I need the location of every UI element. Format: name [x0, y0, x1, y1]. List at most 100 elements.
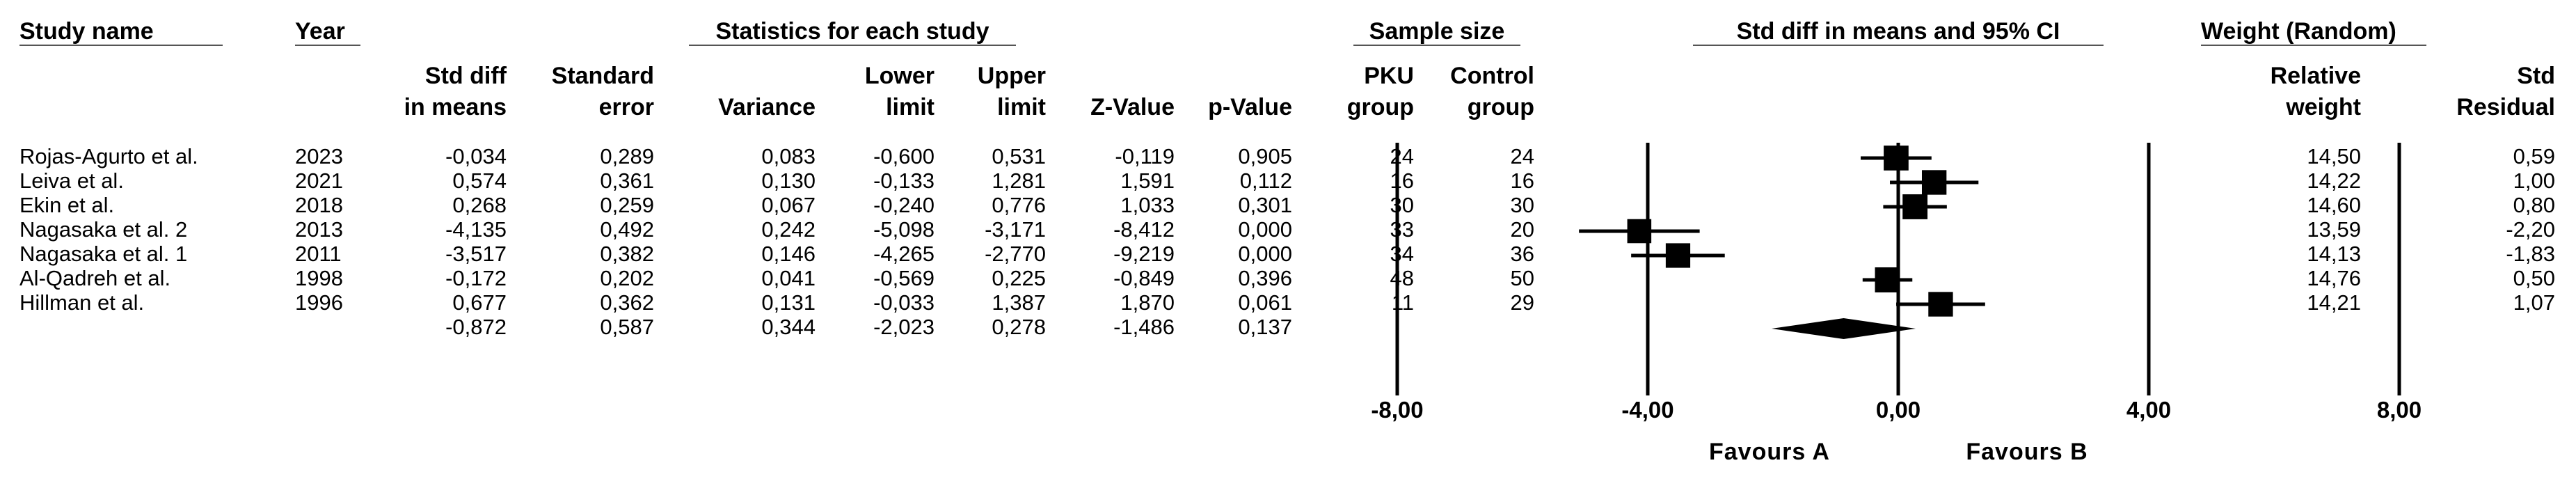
study-year: 2011 — [295, 242, 342, 266]
cell-std-diff: -3,517 — [445, 242, 507, 266]
cell-std-diff: 0,268 — [452, 193, 507, 217]
column-header-std-error-line1: Standard — [551, 63, 654, 89]
cell-control-group: 29 — [1510, 290, 1534, 315]
header-study-underline — [19, 45, 223, 46]
header-statistics-underline — [689, 45, 1016, 46]
cell-std-error: 0,492 — [600, 217, 654, 242]
cell-upper-limit: 1,387 — [992, 290, 1046, 315]
cell-lower-limit: -0,600 — [873, 144, 935, 168]
header-plot-title: Std diff in means and 95% CI — [1736, 18, 2060, 45]
x-tick-label: 8,00 — [2377, 397, 2422, 423]
cell-upper-limit: 1,281 — [992, 168, 1046, 193]
column-header-std-residual-line2: Residual — [2456, 94, 2555, 120]
column-header-pku-group-line1: PKU — [1364, 63, 1414, 89]
cell-control-group: 30 — [1510, 193, 1534, 217]
column-header-upper-limit-line1: Upper — [977, 63, 1046, 89]
cell-std-diff: -4,135 — [445, 217, 507, 242]
cell-upper-limit: 0,531 — [992, 144, 1046, 168]
header-sample-size: Sample size — [1369, 18, 1505, 45]
study-year: 2021 — [295, 168, 343, 193]
cell-variance: 0,067 — [761, 193, 816, 217]
cell-p-value: 0,000 — [1238, 242, 1292, 266]
cell-variance: 0,083 — [761, 144, 816, 168]
x-tick-label: -4,00 — [1621, 397, 1673, 423]
x-tick-label: 0,00 — [1876, 397, 1921, 423]
cell-relative-weight: 14,13 — [2307, 242, 2361, 266]
cell-std-residual: 0,50 — [2513, 266, 2555, 290]
cell-std-residual: -2,20 — [2506, 217, 2555, 242]
column-header-relative-weight-line2: weight — [2286, 94, 2361, 120]
study-name: Al-Qadreh et al. — [19, 266, 171, 290]
summary-std-diff: -0,872 — [445, 315, 507, 339]
column-header-std-residual-line1: Std — [2517, 63, 2555, 89]
header-year-underline — [295, 45, 360, 46]
cell-z-value: 1,591 — [1120, 168, 1175, 193]
header-sample-underline — [1353, 45, 1520, 46]
cell-std-error: 0,382 — [600, 242, 654, 266]
cell-control-group: 50 — [1510, 266, 1534, 290]
cell-std-diff: 0,677 — [452, 290, 507, 315]
cell-std-diff: -0,034 — [445, 144, 507, 168]
study-year: 2018 — [295, 193, 343, 217]
cell-relative-weight: 14,76 — [2307, 266, 2361, 290]
column-header-lower-limit-line1: Lower — [864, 63, 935, 89]
cell-upper-limit: 0,776 — [992, 193, 1046, 217]
header-year: Year — [295, 18, 345, 45]
favours-a-label: Favours A — [1709, 439, 1830, 465]
cell-pku-group: 11 — [1391, 290, 1414, 315]
study-marker — [1928, 292, 1953, 317]
cell-pku-group: 48 — [1390, 266, 1414, 290]
summary-z-value: -1,486 — [1113, 315, 1175, 339]
column-header-std-diff-line2: in means — [404, 94, 507, 120]
cell-pku-group: 33 — [1390, 217, 1414, 242]
column-header-lower-limit-line2: limit — [886, 94, 935, 120]
study-year: 1996 — [295, 290, 343, 315]
cell-std-error: 0,202 — [600, 266, 654, 290]
cell-p-value: 0,112 — [1239, 168, 1292, 193]
cell-std-diff: 0,574 — [452, 168, 507, 193]
cell-std-error: 0,259 — [600, 193, 654, 217]
cell-variance: 0,146 — [761, 242, 816, 266]
cell-variance: 0,130 — [761, 168, 816, 193]
cell-pku-group: 24 — [1390, 144, 1414, 168]
column-header-relative-weight-line1: Relative — [2270, 63, 2361, 89]
cell-lower-limit: -0,569 — [873, 266, 935, 290]
cell-z-value: 1,033 — [1120, 193, 1175, 217]
cell-relative-weight: 14,21 — [2307, 290, 2361, 315]
cell-relative-weight: 13,59 — [2307, 217, 2361, 242]
cell-std-residual: 1,00 — [2513, 168, 2555, 193]
cell-relative-weight: 14,22 — [2307, 168, 2361, 193]
cell-z-value: 1,870 — [1120, 290, 1175, 315]
header-plot-underline — [1693, 45, 2104, 46]
column-header-pku-group-line2: group — [1346, 94, 1414, 120]
study-marker — [1902, 194, 1928, 219]
header-study-name: Study name — [19, 18, 154, 45]
cell-relative-weight: 14,60 — [2307, 193, 2361, 217]
study-name: Nagasaka et al. 2 — [19, 217, 188, 242]
cell-std-error: 0,361 — [600, 168, 654, 193]
cell-control-group: 16 — [1510, 168, 1534, 193]
study-name: Leiva et al. — [19, 168, 124, 193]
study-marker — [1921, 170, 1947, 195]
cell-std-residual: -1,83 — [2506, 242, 2555, 266]
cell-z-value: -8,412 — [1113, 217, 1175, 242]
summary-diamond — [1771, 318, 1916, 339]
cell-z-value: -9,219 — [1113, 242, 1175, 266]
cell-std-diff: -0,172 — [445, 266, 507, 290]
study-name: Hillman et al. — [19, 290, 145, 315]
cell-lower-limit: -0,240 — [873, 193, 935, 217]
cell-std-residual: 0,59 — [2513, 144, 2555, 168]
cell-upper-limit: -3,171 — [985, 217, 1046, 242]
column-header-upper-limit-line2: limit — [997, 94, 1046, 120]
column-header-z-value: Z-Value — [1090, 94, 1175, 120]
cell-z-value: -0,119 — [1115, 144, 1175, 168]
cell-p-value: 0,061 — [1238, 290, 1292, 315]
x-tick-label: 4,00 — [2126, 397, 2171, 423]
cell-p-value: 0,396 — [1238, 266, 1292, 290]
column-header-control-group-line2: group — [1467, 94, 1534, 120]
header-weight-underline — [2201, 45, 2426, 46]
cell-z-value: -0,849 — [1113, 266, 1175, 290]
cell-lower-limit: -4,265 — [873, 242, 935, 266]
cell-control-group: 20 — [1510, 217, 1534, 242]
